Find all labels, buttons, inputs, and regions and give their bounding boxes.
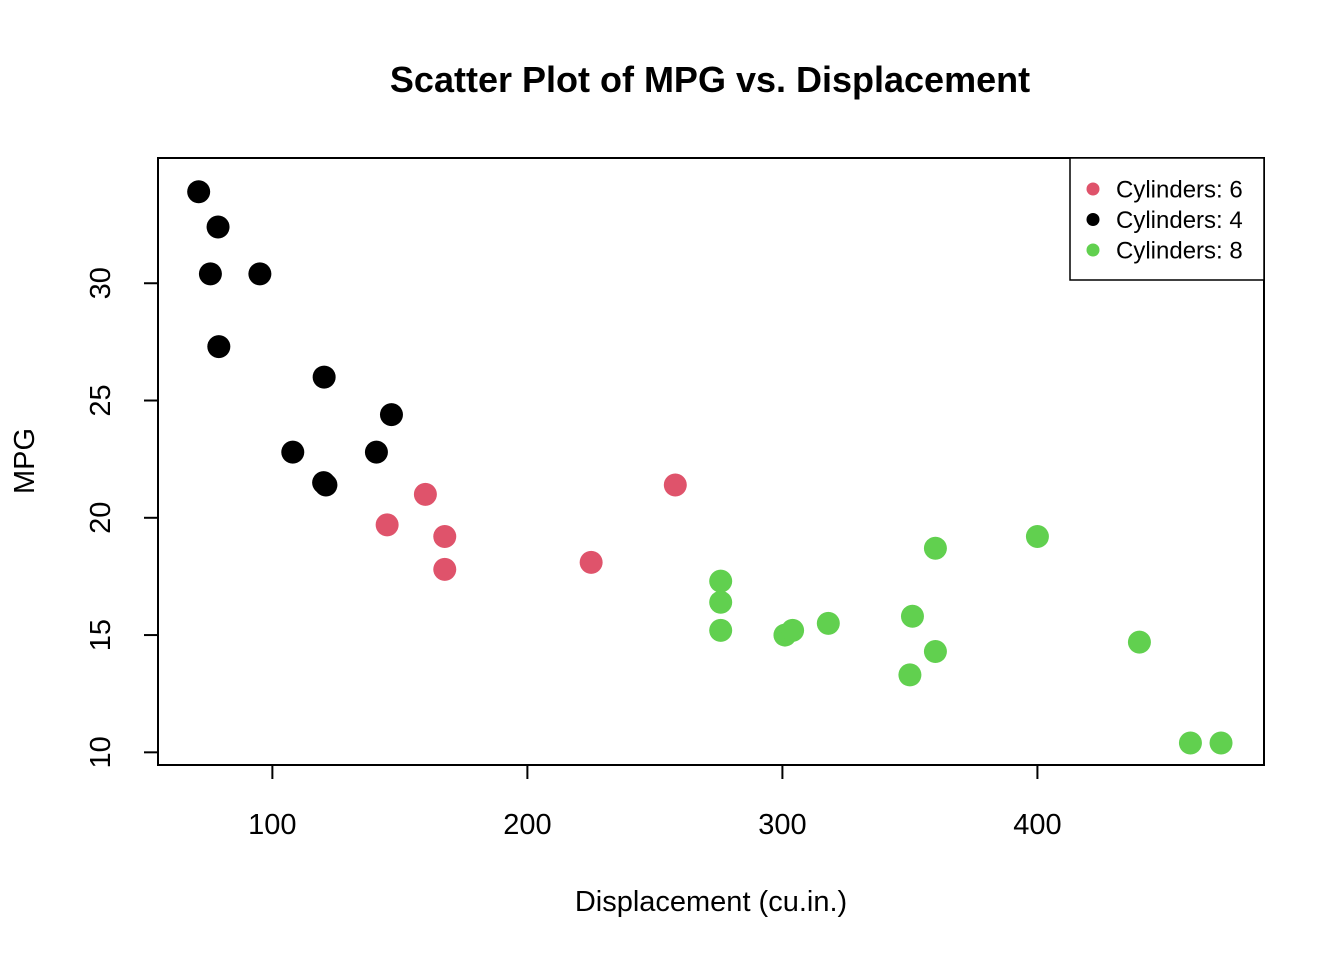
y-tick-label: 15: [85, 619, 117, 651]
y-tick-label: 25: [85, 384, 117, 416]
y-tick-label: 20: [85, 502, 117, 534]
data-point: [816, 611, 840, 635]
legend-entry-label: Cylinders: 6: [1116, 177, 1243, 204]
data-point: [187, 180, 211, 204]
data-point: [709, 590, 733, 614]
data-point: [1127, 630, 1151, 654]
data-point: [1025, 525, 1049, 549]
x-tick-label: 300: [758, 809, 806, 841]
data-point: [781, 618, 805, 642]
x-tick-label: 100: [248, 809, 296, 841]
data-point: [900, 604, 924, 628]
data-point: [579, 550, 603, 574]
data-point: [433, 525, 457, 549]
y-tick-label: 30: [85, 267, 117, 299]
x-axis: 100 200 300 400: [248, 764, 1062, 841]
data-point: [248, 262, 272, 286]
data-point: [413, 482, 437, 506]
data-points: [187, 180, 1233, 755]
data-point: [281, 440, 305, 464]
data-point: [1209, 731, 1233, 755]
data-point: [709, 618, 733, 642]
x-axis-label: Displacement (cu.in.): [575, 886, 847, 918]
data-point: [314, 473, 338, 497]
data-point: [663, 473, 687, 497]
data-point: [206, 215, 230, 239]
legend-entry-label: Cylinders: 8: [1116, 238, 1243, 265]
legend-box: [1069, 157, 1265, 281]
data-point: [709, 569, 733, 593]
data-point: [433, 557, 457, 581]
chart-title: Scatter Plot of MPG vs. Displacement: [390, 59, 1030, 100]
x-tick-label: 200: [503, 809, 551, 841]
data-point: [1178, 731, 1202, 755]
legend-entry-label: Cylinders: 4: [1116, 207, 1243, 234]
data-point: [375, 513, 399, 537]
data-point: [312, 365, 336, 389]
legend: Cylinders: 6 Cylinders: 4 Cylinders: 8: [1069, 157, 1265, 281]
y-axis-label: MPG: [9, 428, 41, 494]
legend-marker: [1086, 182, 1100, 196]
data-point: [923, 536, 947, 560]
data-point: [923, 639, 947, 663]
data-point: [898, 663, 922, 687]
y-axis: 10 15 20 25 30: [85, 267, 159, 768]
data-point: [207, 335, 231, 359]
x-tick-label: 400: [1013, 809, 1061, 841]
data-point: [364, 440, 388, 464]
data-point: [379, 403, 403, 427]
legend-marker: [1086, 243, 1100, 257]
y-tick-label: 10: [85, 736, 117, 768]
legend-marker: [1086, 213, 1100, 226]
data-point: [198, 262, 222, 286]
